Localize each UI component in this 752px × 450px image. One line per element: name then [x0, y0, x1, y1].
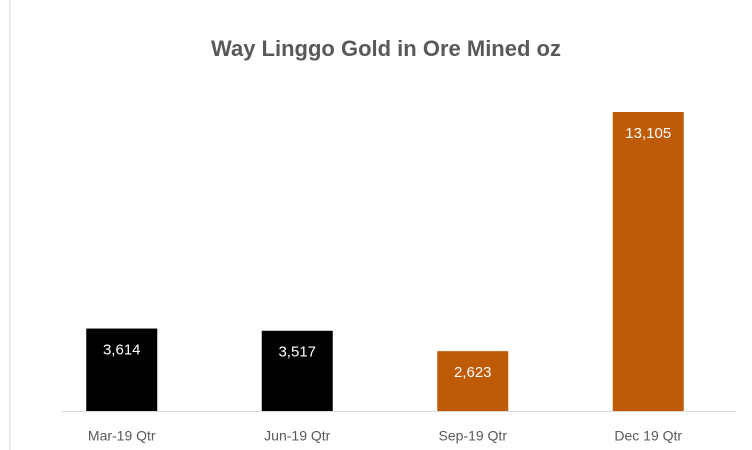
data-label: 13,105	[625, 125, 671, 142]
x-tick-label: Dec 19 Qtr	[614, 428, 682, 444]
bar	[261, 330, 333, 411]
chart-title: Way Linggo Gold in Ore Mined oz	[211, 36, 561, 61]
data-label: 3,517	[278, 344, 316, 361]
data-label: 2,623	[454, 364, 492, 381]
x-tick-label: Jun-19 Qtr	[264, 428, 330, 444]
data-label: 3,614	[103, 342, 141, 359]
bar	[86, 328, 158, 411]
x-tick-label: Mar-19 Qtr	[88, 428, 156, 444]
bar	[437, 351, 509, 411]
x-tick-label: Sep-19 Qtr	[439, 428, 508, 444]
bar	[612, 112, 684, 411]
